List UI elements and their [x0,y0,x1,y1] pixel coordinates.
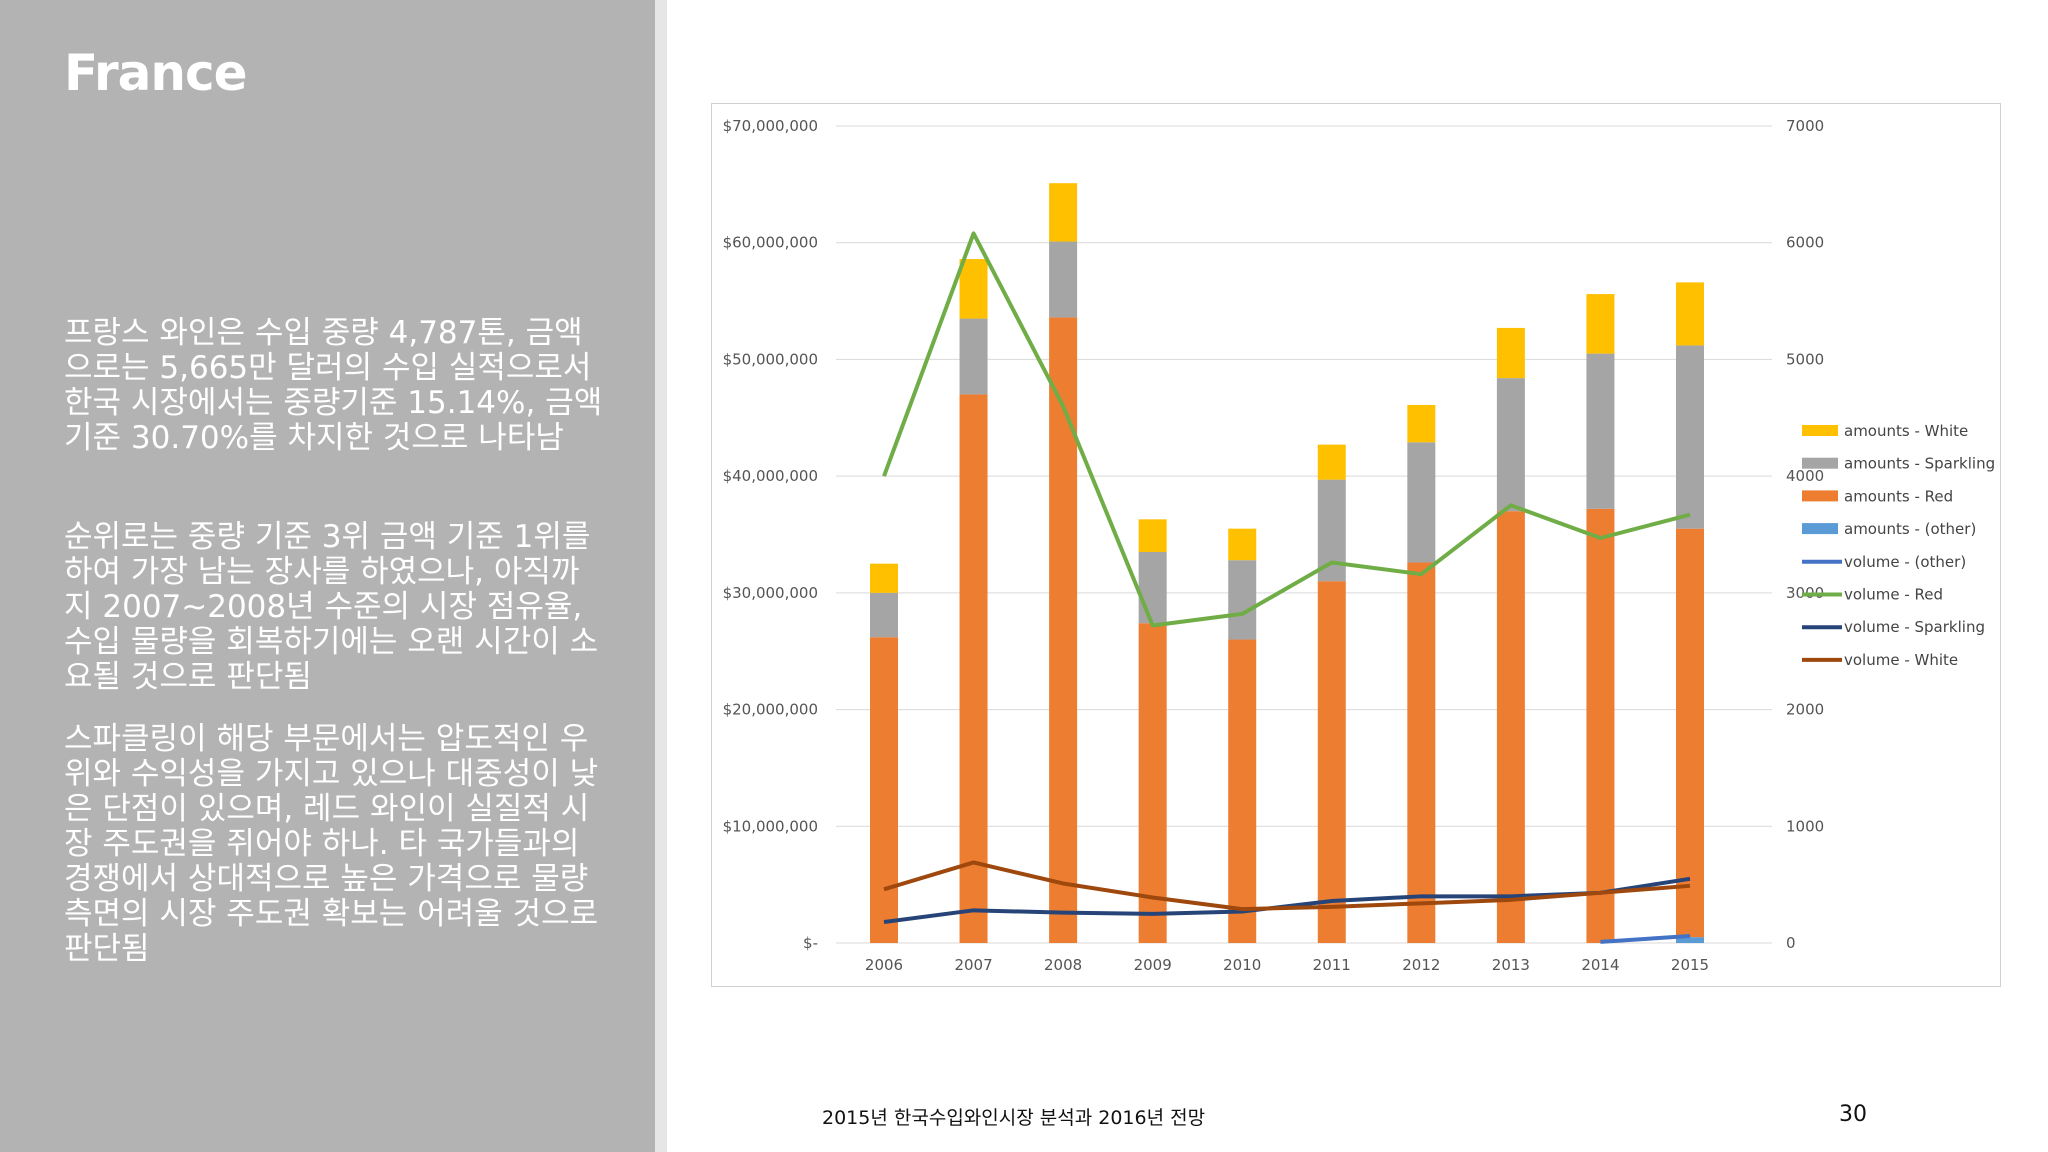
bar-segment [1049,317,1078,943]
bar-segment [1676,345,1704,529]
y-right-tick-label: 1000 [1786,817,1824,835]
bar-segment [1676,528,1704,938]
series-line [1600,934,1691,944]
legend-label: volume - White [1844,651,1958,669]
left-panel [0,0,655,1152]
bar-segment [1138,519,1167,553]
panel-divider [655,0,667,1152]
bar-segment [1496,378,1525,512]
y-right-tick-label: 5000 [1786,350,1824,368]
y-left-tick-label: $20,000,000 [723,701,818,719]
bar-segment [1496,511,1525,943]
bar-segment [959,259,988,319]
bar-segment [1228,639,1257,943]
bar-segment [870,563,898,593]
bar-segment [1317,444,1346,480]
bar-segment [1586,294,1615,354]
series-line [882,231,1691,628]
legend-label: amounts - Red [1844,487,1953,505]
x-tick-label: 2010 [1223,956,1261,974]
x-tick-label: 2009 [1134,956,1172,974]
bar-segment [1407,404,1436,443]
legend-swatch [1802,425,1838,436]
y-right-tick-label: 6000 [1786,234,1824,252]
y-left-tick-label: $30,000,000 [723,584,818,602]
x-tick-label: 2013 [1492,956,1530,974]
legend-swatch [1802,523,1838,535]
slide-title: France [64,44,248,102]
bar-segment [1049,183,1078,242]
y-right-tick-label: 2000 [1786,701,1824,719]
y-right-tick-label: 0 [1786,934,1796,952]
bar-segment [1676,937,1704,943]
bar-segment [1407,562,1436,943]
series-line [883,860,1691,912]
legend-label: volume - (other) [1844,553,1966,571]
legend-label: volume - Red [1844,586,1943,604]
bar-segment [870,592,898,638]
legend-label: amounts - White [1844,422,1968,440]
legend-label: amounts - Sparkling [1844,455,1995,473]
page-number: 30 [1839,1102,1867,1127]
paragraph-ranking: 순위로는 중량 기준 3위 금액 기준 1위를 하여 가장 남는 장사를 하였으… [64,519,599,695]
france-import-chart: $- $10,000,000 $20,000,000 $30,000,000 $40,0… [723,117,1996,974]
y-left-tick-label: $60,000,000 [723,234,818,252]
y-left-tick-label: $50,000,000 [723,350,818,368]
legend-label: amounts - (other) [1844,520,1976,538]
bar-segment [1407,442,1436,563]
x-tick-label: 2008 [1044,956,1082,974]
bar-segment [1676,282,1704,346]
y-left-tick-label: $70,000,000 [723,117,818,135]
paragraph-sparkling-red: 스파클링이 해당 부문에서는 압도적인 우위와 수익성을 가지고 있으나 대중성… [64,721,599,967]
y-right-tick-label: 7000 [1786,117,1824,135]
bar-segment [1228,528,1257,561]
bar-segment [1049,241,1078,318]
y-left-tick-label: $- [803,934,818,952]
x-tick-label: 2007 [954,956,992,974]
x-tick-label: 2006 [865,956,903,974]
x-tick-label: 2012 [1402,956,1440,974]
legend-label: volume - Sparkling [1844,618,1985,636]
paragraph-market-share: 프랑스 와인은 수입 중량 4,787톤, 금액으로는 5,665만 달러의 수… [64,315,603,456]
footer-text: 2015년 한국수입와인시장 분석과 2016년 전망 [822,1107,1206,1129]
bar-segment [1586,353,1615,509]
y-left-tick-label: $40,000,000 [723,467,818,485]
bar-segment [870,637,898,943]
bar-segment [1317,581,1346,943]
y-left-tick-label: $10,000,000 [723,817,818,835]
series-line [883,876,1691,924]
bar-segment [1138,552,1167,624]
bar-segment [1138,623,1167,943]
bar-segment [959,318,988,395]
x-tick-label: 2011 [1313,956,1351,974]
legend-swatch [1802,490,1838,502]
bar-segment [959,394,988,943]
x-tick-label: 2015 [1671,956,1709,974]
y-right-tick-label: 4000 [1786,467,1824,485]
bar-segment [1228,560,1257,640]
bar-segment [1496,327,1525,379]
legend-swatch [1802,457,1838,469]
chart-frame: $- $10,000,000 $20,000,000 $30,000,000 $40,0… [711,103,2001,987]
bar-segment [1586,508,1615,943]
x-tick-label: 2014 [1581,956,1619,974]
